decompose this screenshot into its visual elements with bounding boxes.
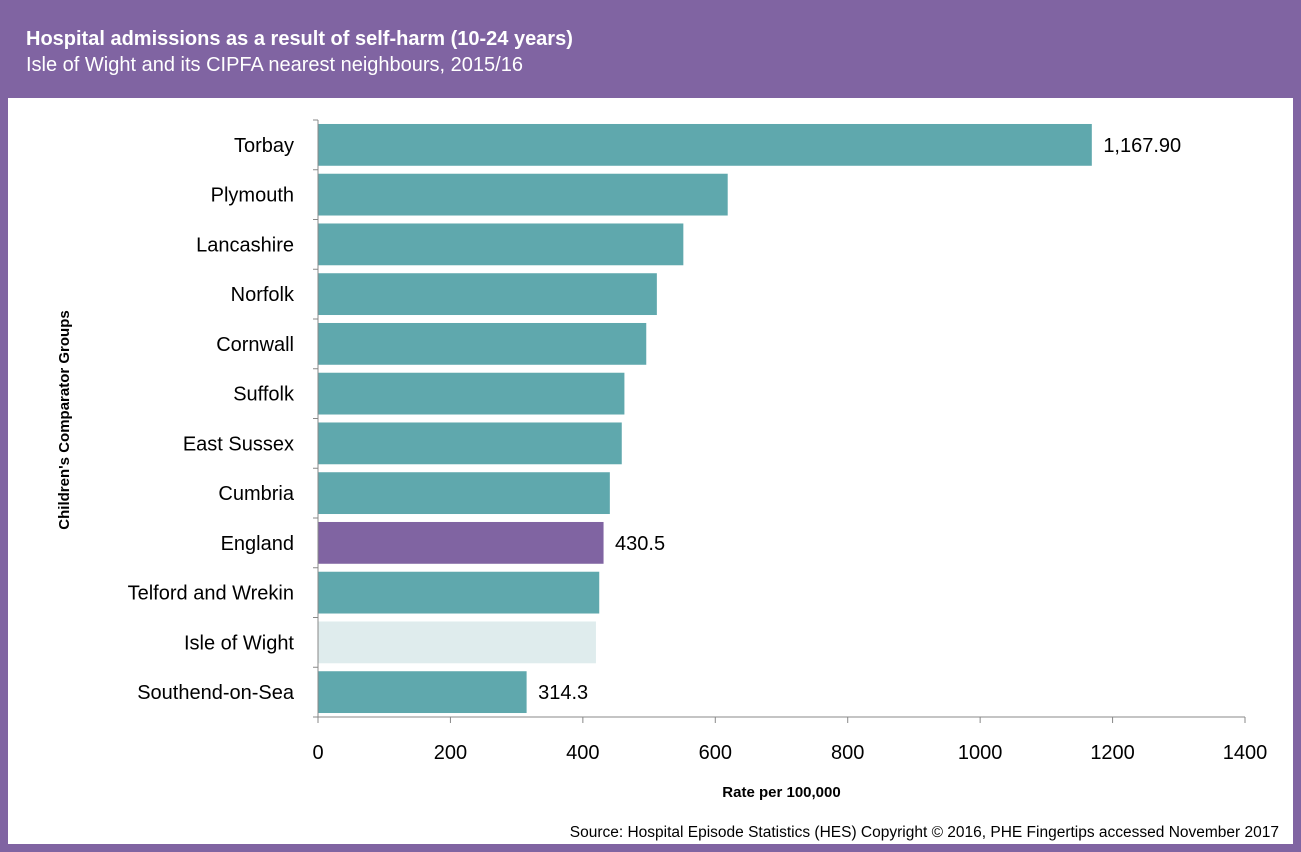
x-tick-label: 600: [699, 742, 732, 764]
bar: [318, 521, 604, 564]
x-tick-label: 1000: [958, 742, 1003, 764]
y-tick-label: East Sussex: [183, 433, 294, 455]
bar: [318, 273, 657, 316]
bar: [318, 223, 684, 266]
data-label: 314.3: [538, 682, 588, 704]
x-tick-label: 1400: [1223, 742, 1268, 764]
x-tick-label: 800: [831, 742, 864, 764]
bar: [318, 422, 622, 465]
y-tick-label: Southend-on-Sea: [137, 682, 295, 704]
y-tick-label: Isle of Wight: [184, 632, 294, 654]
x-tick-label: 1200: [1090, 742, 1135, 764]
y-tick-label: Torbay: [234, 135, 294, 157]
y-tick-label: Cornwall: [216, 334, 294, 356]
data-label: 430.5: [615, 533, 665, 555]
x-tick-label: 400: [566, 742, 599, 764]
y-axis-title: Children's Comparator Groups: [56, 310, 73, 529]
chart-header: Hospital admissions as a result of self-…: [0, 0, 1301, 98]
bar: [318, 372, 625, 415]
x-axis-title: Rate per 100,000: [722, 784, 840, 801]
y-tick-label: Plymouth: [211, 185, 294, 207]
bar: [318, 322, 647, 365]
x-tick-label: 200: [434, 742, 467, 764]
bar: [318, 671, 527, 714]
chart-title: Hospital admissions as a result of self-…: [26, 28, 573, 50]
bar: [318, 472, 610, 515]
y-tick-label: England: [221, 533, 294, 555]
bar: [318, 123, 1092, 166]
bar: [318, 621, 596, 664]
y-tick-label: Telford and Wrekin: [128, 583, 294, 605]
y-tick-label: Suffolk: [233, 384, 295, 406]
chart-subtitle: Isle of Wight and its CIPFA nearest neig…: [26, 54, 523, 76]
bar: [318, 571, 600, 614]
x-tick-label: 0: [312, 742, 323, 764]
y-tick-label: Norfolk: [231, 284, 295, 306]
y-tick-label: Lancashire: [196, 234, 294, 256]
y-tick-label: Cumbria: [218, 483, 294, 505]
bar: [318, 173, 728, 216]
data-label: 1,167.90: [1103, 135, 1181, 157]
source-note: Source: Hospital Episode Statistics (HES…: [569, 824, 1279, 841]
